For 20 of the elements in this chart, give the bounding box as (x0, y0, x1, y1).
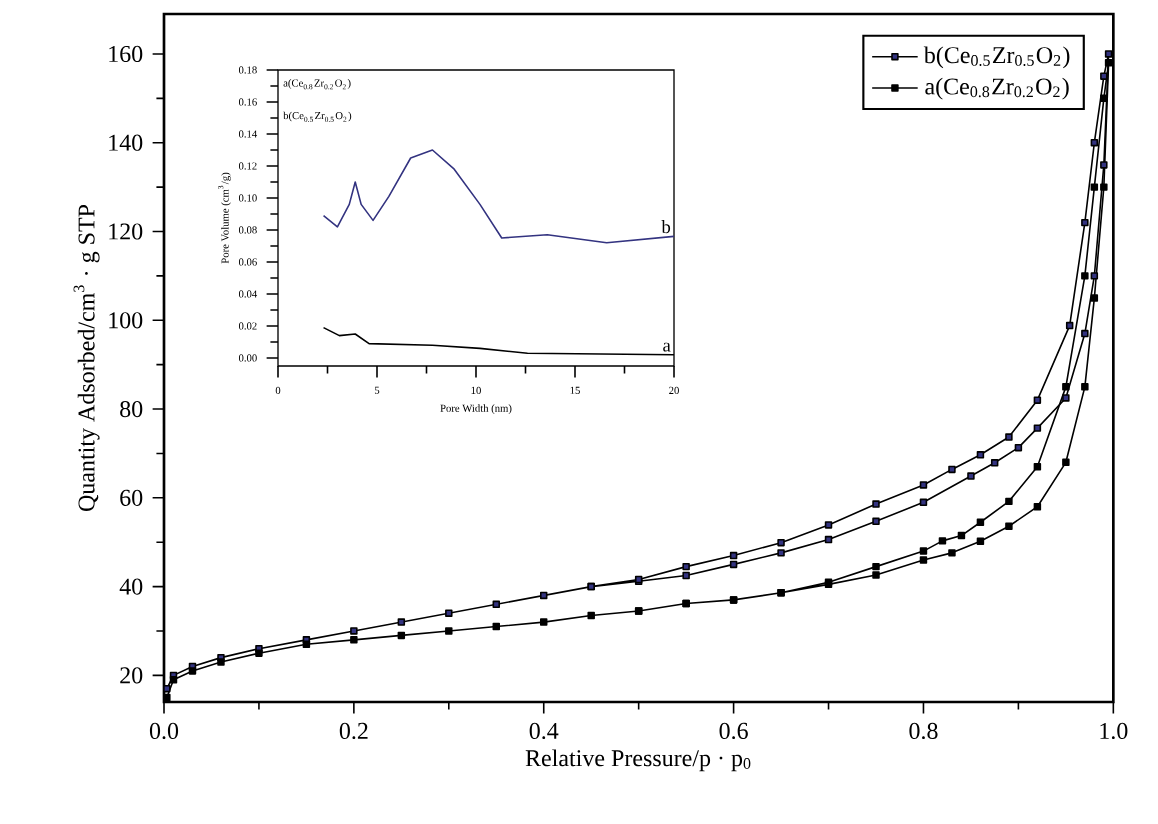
x-axis-title: Relative Pressure/p · p$_{0}$ (525, 749, 751, 772)
x-tick-label: 0.4 (529, 722, 559, 740)
y-tick-label: 40 (119, 578, 143, 595)
x-tick-label: 0.0 (149, 722, 179, 740)
y-tick-label: 160 (109, 45, 143, 63)
y-tick-label: 120 (109, 223, 143, 240)
y-tick-label: 140 (109, 134, 143, 151)
x-tick-label: 0.8 (909, 722, 938, 740)
y-tick-label: 60 (120, 489, 143, 506)
y-axis-title: Quantity Adsorbed/cm$^{3}$ · g STP (73, 204, 100, 511)
x-tick-label: 1.0 (1100, 722, 1128, 740)
y-tick-label: 20 (120, 667, 143, 684)
series-label: a (663, 342, 671, 352)
x-tick-label: 0.2 (339, 722, 368, 740)
y-tick-label: 100 (109, 312, 143, 329)
x-tick-label: 0.6 (719, 722, 748, 740)
series-label: b (661, 220, 671, 234)
y-tick-label: 80 (120, 400, 143, 418)
legend-label: b(Ce$_{0.5}$Zr$_{0.5}$O$_{2}$) (923, 46, 1070, 69)
legend-label: a(Ce$_{0.8}$Zr$_{0.2}$O$_{2}$) (925, 77, 1069, 100)
